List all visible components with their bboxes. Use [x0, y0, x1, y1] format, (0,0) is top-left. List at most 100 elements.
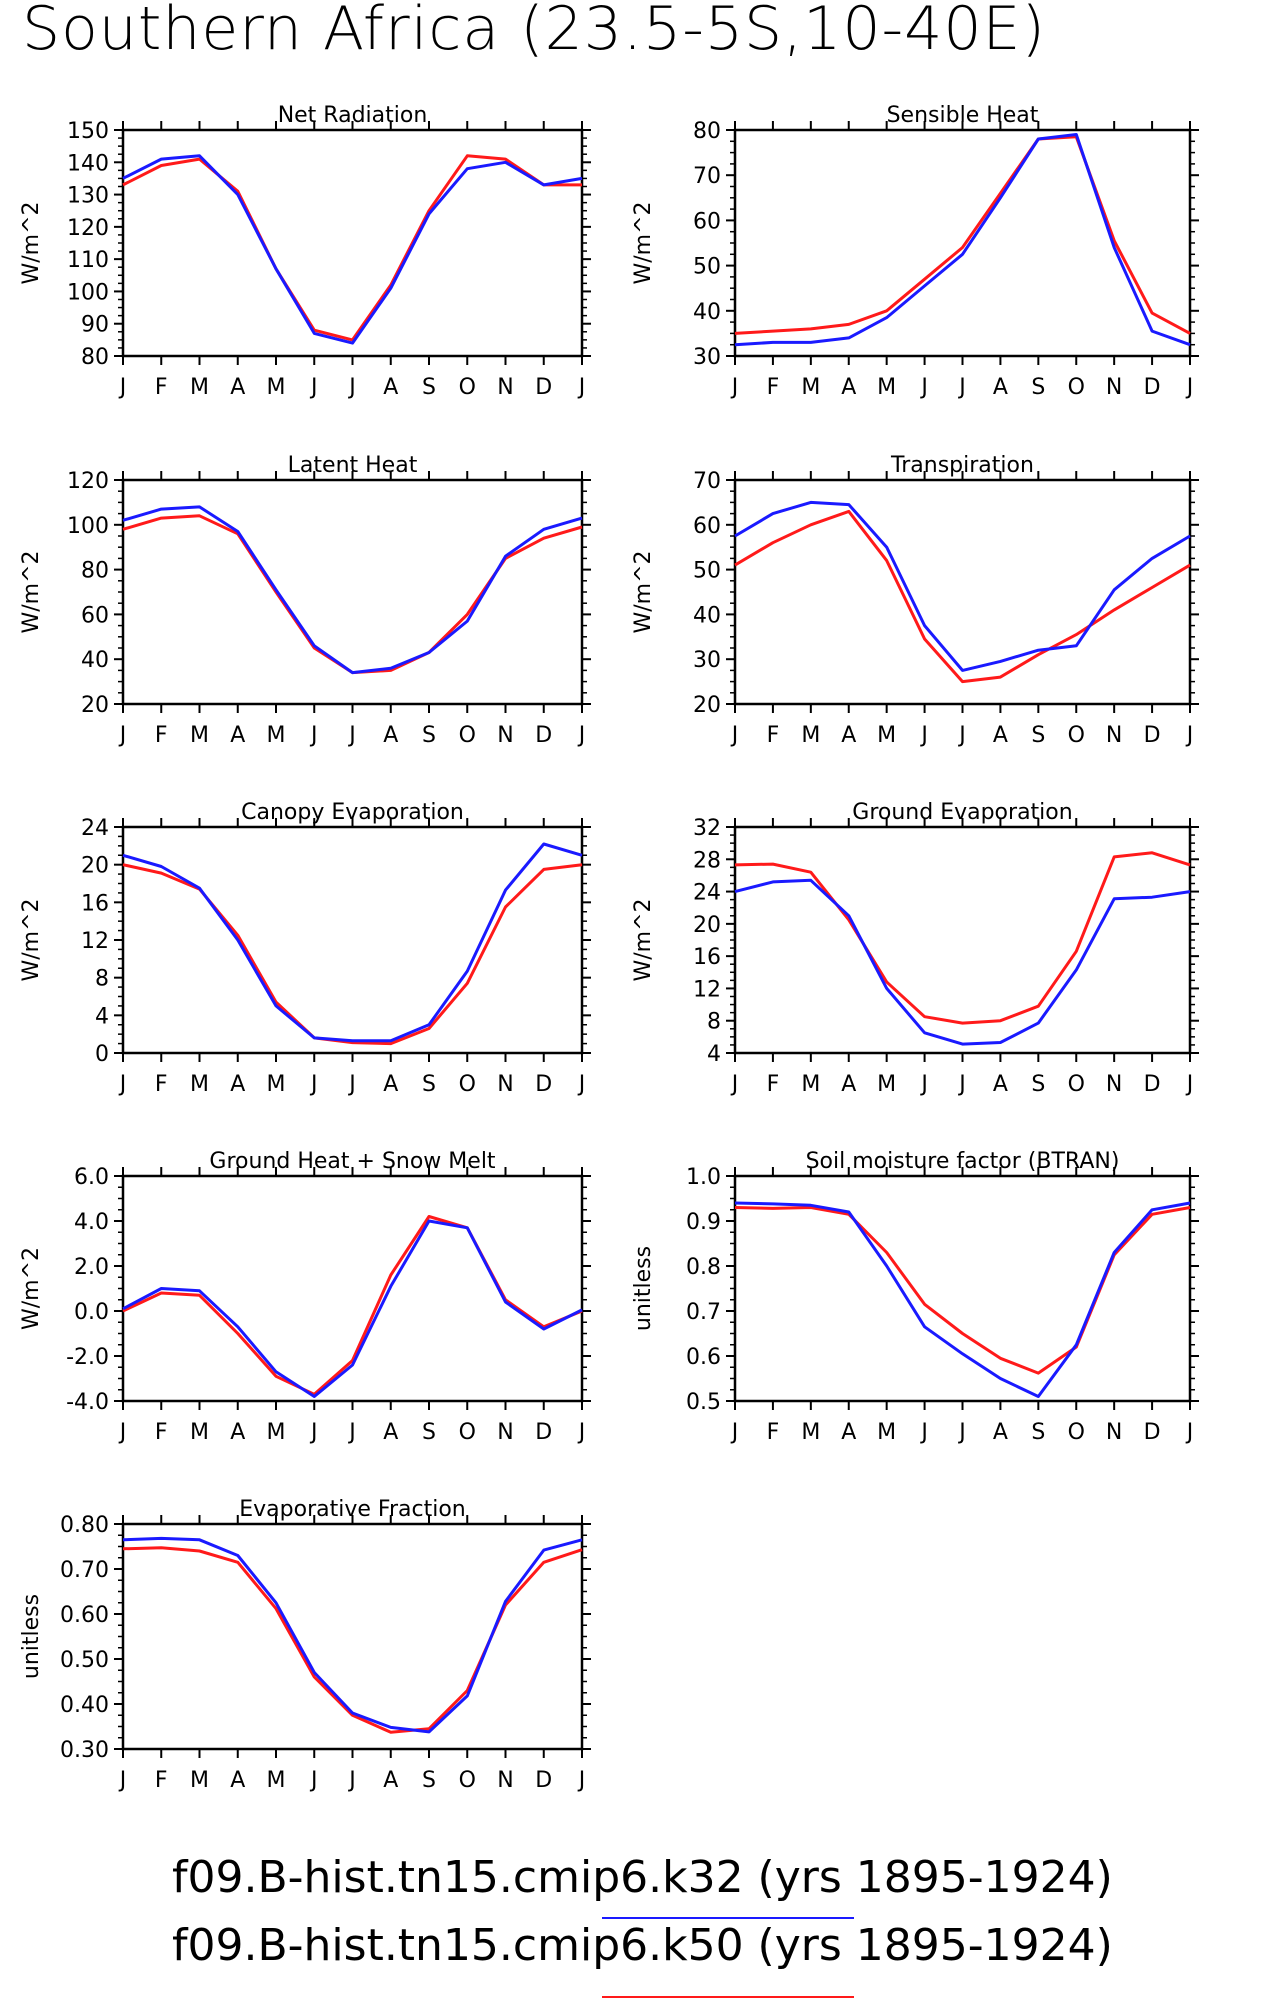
x-tick-label: J [577, 1420, 586, 1445]
x-tick-label: A [230, 375, 245, 400]
x-tick-label: F [155, 375, 168, 400]
y-tick-label: 0.70 [60, 1558, 109, 1583]
x-tick-label: J [347, 375, 356, 400]
series-line-f09-b-hist-tn15-cmip6-k50 [734, 851, 1191, 1025]
y-tick-label: 12 [81, 929, 109, 954]
x-tick-label: O [459, 1768, 476, 1793]
x-tick-label: D [535, 1768, 552, 1793]
y-tick-label: 24 [693, 881, 721, 906]
chart-evaporative-fraction: Evaporative Fractionunitless0.300.400.50… [19, 1497, 591, 1793]
y-axis-label: W/m^2 [19, 550, 44, 633]
y-tick-label: 4.0 [74, 1210, 109, 1235]
x-tick-label: F [767, 1072, 780, 1097]
x-tick-label: D [535, 375, 552, 400]
y-tick-label: 0.5 [686, 1390, 721, 1415]
x-tick-label: O [459, 723, 476, 748]
y-axis-label: W/m^2 [631, 898, 656, 981]
series-line-f09-b-hist-tn15-cmip6-k32 [122, 1536, 583, 1734]
x-tick-label: A [383, 1768, 398, 1793]
y-tick-label: 16 [693, 945, 721, 970]
y-tick-label: 60 [693, 514, 721, 539]
y-tick-label: 50 [693, 559, 721, 584]
x-tick-label: J [118, 375, 127, 400]
x-tick-label: A [383, 723, 398, 748]
y-tick-label: 70 [693, 164, 721, 189]
series-line-f09-b-hist-tn15-cmip6-k50 [734, 135, 1191, 335]
plot-frame [121, 1174, 584, 1403]
y-axis-label: W/m^2 [631, 201, 656, 284]
x-tick-label: A [230, 723, 245, 748]
x-tick-label: J [919, 375, 928, 400]
x-tick-label: N [497, 375, 513, 400]
x-tick-label: A [841, 1420, 856, 1445]
x-tick-label: A [230, 1072, 245, 1097]
series-line-f09-b-hist-tn15-cmip6-k32 [734, 1201, 1191, 1398]
y-tick-label: 4 [707, 1042, 721, 1067]
series-line-f09-b-hist-tn15-cmip6-k50 [122, 514, 583, 675]
x-tick-label: A [993, 1072, 1008, 1097]
x-tick-label: N [497, 1072, 513, 1097]
y-tick-label: 32 [693, 816, 721, 841]
x-tick-label: M [267, 1420, 286, 1445]
x-tick-label: N [1106, 1420, 1122, 1445]
series-line-f09-b-hist-tn15-cmip6-k32 [122, 505, 583, 675]
y-tick-label: 60 [81, 603, 109, 628]
x-tick-label: J [309, 1420, 318, 1445]
x-tick-label: M [190, 723, 209, 748]
y-tick-label: 80 [81, 559, 109, 584]
x-tick-label: J [577, 1768, 586, 1793]
x-tick-label: J [730, 375, 739, 400]
x-tick-label: A [383, 375, 398, 400]
y-tick-label: 0.80 [60, 1513, 109, 1538]
x-tick-label: J [347, 1072, 356, 1097]
x-tick-label: O [459, 1072, 476, 1097]
x-tick-label: A [841, 723, 856, 748]
x-tick-label: J [1185, 1420, 1194, 1445]
x-tick-label: M [877, 1072, 896, 1097]
x-tick-label: J [577, 723, 586, 748]
y-tick-label: 50 [693, 255, 721, 280]
x-tick-label: M [877, 375, 896, 400]
x-tick-label: A [383, 1420, 398, 1445]
x-tick-label: A [993, 1420, 1008, 1445]
x-tick-label: D [535, 723, 552, 748]
y-axis-label: unitless [631, 1246, 656, 1331]
y-tick-label: 0.30 [60, 1738, 109, 1763]
x-tick-label: A [993, 723, 1008, 748]
series-line-f09-b-hist-tn15-cmip6-k32 [734, 133, 1191, 347]
y-tick-label: 80 [81, 345, 109, 370]
y-tick-label: 0.40 [60, 1693, 109, 1718]
x-tick-label: D [535, 1072, 552, 1097]
x-tick-label: F [155, 1420, 168, 1445]
x-tick-label: S [422, 375, 436, 400]
x-tick-label: O [459, 1420, 476, 1445]
series-line-f09-b-hist-tn15-cmip6-k50 [122, 863, 583, 1046]
x-tick-label: M [801, 375, 820, 400]
y-tick-label: 0.6 [686, 1345, 721, 1370]
chart-ground-heat-snow-melt: Ground Heat + Snow MeltW/m^2-4.0-2.00.02… [19, 1149, 591, 1445]
y-tick-label: 8 [95, 967, 109, 992]
x-tick-label: F [767, 1420, 780, 1445]
series-line-f09-b-hist-tn15-cmip6-k50 [734, 509, 1191, 684]
y-tick-label: 0 [95, 1042, 109, 1067]
x-tick-label: M [267, 375, 286, 400]
x-tick-label: M [801, 1072, 820, 1097]
y-tick-label: 8 [707, 1010, 721, 1035]
x-tick-label: J [919, 723, 928, 748]
y-tick-label: 150 [67, 119, 109, 144]
x-tick-label: J [118, 723, 127, 748]
y-axis-label: W/m^2 [19, 201, 44, 284]
x-tick-label: J [957, 1072, 966, 1097]
y-tick-label: 90 [81, 313, 109, 338]
y-tick-label: 0.0 [74, 1300, 109, 1325]
x-tick-label: J [919, 1420, 928, 1445]
x-tick-label: M [801, 723, 820, 748]
y-tick-label: 28 [693, 848, 721, 873]
series-line-f09-b-hist-tn15-cmip6-k32 [734, 500, 1191, 672]
x-tick-label: M [190, 375, 209, 400]
y-tick-label: 1.0 [686, 1165, 721, 1190]
x-tick-label: J [118, 1072, 127, 1097]
